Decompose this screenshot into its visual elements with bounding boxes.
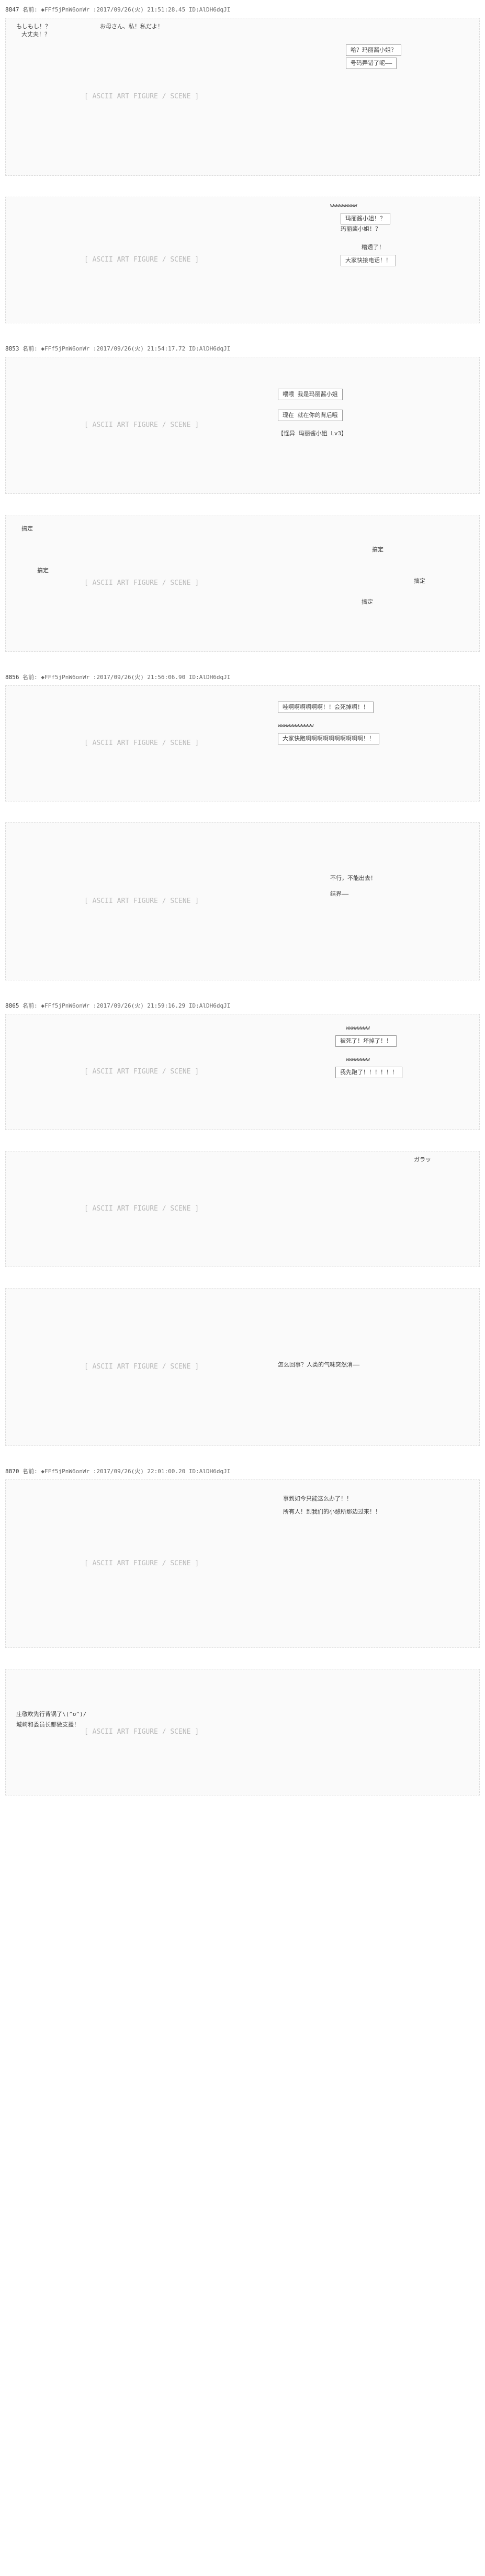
- post-id: ID:AlDH6dqJI: [189, 345, 230, 352]
- ascii-art-block: [ ASCII ART FIGURE / SCENE ] 哇啊啊啊啊啊啊！！会死掉…: [5, 685, 480, 801]
- forum-post: 8856 名前: ◆FFf5jPnW6onWr :2017/09/26(火) 2…: [0, 668, 485, 807]
- ascii-art-block: [ ASCII ART FIGURE / SCENE ] 事到如今只能这么办了！！…: [5, 1479, 480, 1648]
- dialogue-text: もしもし！？: [16, 24, 51, 30]
- aa-placeholder: [ ASCII ART FIGURE / SCENE ]: [84, 1205, 199, 1213]
- post-number: 8853: [5, 345, 19, 352]
- ascii-art-block: [ ASCII ART FIGURE / SCENE ] 不行，不能出去！ 结界——: [5, 822, 480, 980]
- post-date: 2017/09/26(火) 21:56:06.90: [96, 674, 185, 681]
- forum-post: [ ASCII ART FIGURE / SCENE ] 不行，不能出去！ 结界——: [0, 817, 485, 986]
- dialogue-text: 事到如今只能这么办了！！: [283, 1496, 352, 1502]
- dialogue-text: 搞定: [362, 599, 373, 605]
- forum-post: [ ASCII ART FIGURE / SCENE ] 怎么回事？人类的气味突然…: [0, 1283, 485, 1451]
- post-number: 8865: [5, 1002, 19, 1009]
- post-trip: ◆FFf5jPnW6onWr: [41, 345, 89, 352]
- ascii-art-block: [ ASCII ART FIGURE / SCENE ] wwwwwwwww 玛丽酱…: [5, 197, 480, 323]
- post-id: ID:AlDH6dqJI: [189, 1002, 230, 1009]
- dialogue-text: 庄敬吹先行背锅了\(^o^)/: [16, 1711, 86, 1718]
- post-trip: ◆FFf5jPnW6onWr: [41, 674, 89, 681]
- post-header: 8853 名前: ◆FFf5jPnW6onWr :2017/09/26(火) 2…: [5, 344, 480, 353]
- post-id: ID:AlDH6dqJI: [189, 6, 230, 13]
- post-date: 2017/09/26(火) 22:01:00.20: [96, 1468, 185, 1475]
- post-number: 8847: [5, 6, 19, 13]
- post-header: 8856 名前: ◆FFf5jPnW6onWr :2017/09/26(火) 2…: [5, 673, 480, 681]
- dialogue-text: 大家快接电话！！: [341, 255, 396, 266]
- dialogue-text: 【怪异 玛丽酱小姐 Lv3】: [278, 431, 347, 437]
- aa-placeholder: [ ASCII ART FIGURE / SCENE ]: [84, 1728, 199, 1736]
- post-header: 8870 名前: ◆FFf5jPnW6onWr :2017/09/26(火) 2…: [5, 1467, 480, 1475]
- dialogue-text: 搞定: [37, 568, 49, 574]
- forum-post: [ ASCII ART FIGURE / SCENE ] 庄敬吹先行背锅了\(^o…: [0, 1664, 485, 1801]
- aa-placeholder: [ ASCII ART FIGURE / SCENE ]: [84, 1363, 199, 1371]
- aa-placeholder: [ ASCII ART FIGURE / SCENE ]: [84, 740, 199, 747]
- dialogue-text: 现在 就在你的背后哦: [278, 410, 343, 421]
- post-name-prefix: 名前:: [22, 674, 38, 681]
- forum-post: [ ASCII ART FIGURE / SCENE ] ガラッ: [0, 1146, 485, 1272]
- dialogue-text: 玛丽酱小姐！？: [341, 226, 381, 232]
- ascii-art-block: [ ASCII ART FIGURE / SCENE ] 喂喂 我是玛丽酱小姐现在…: [5, 357, 480, 494]
- post-date: 2017/09/26(火) 21:59:16.29: [96, 1002, 185, 1009]
- post-id: ID:AlDH6dqJI: [189, 1468, 230, 1475]
- ascii-art-block: [ ASCII ART FIGURE / SCENE ] 怎么回事？人类的气味突然…: [5, 1288, 480, 1446]
- dialogue-text: wwwwwwwww: [330, 202, 357, 209]
- ascii-art-block: [ ASCII ART FIGURE / SCENE ] もしもし！？大丈夫！？ お…: [5, 18, 480, 176]
- dialogue-text: wwwwwwww: [346, 1056, 369, 1063]
- ascii-art-block: [ ASCII ART FIGURE / SCENE ] wwwwwwww 被死了！…: [5, 1014, 480, 1130]
- forum-post: 8847 名前: ◆FFf5jPnW6onWr :2017/09/26(火) 2…: [0, 0, 485, 181]
- dialogue-text: wwwwwwwwwwww: [278, 722, 313, 729]
- post-trip: ◆FFf5jPnW6onWr: [41, 6, 89, 13]
- aa-placeholder: [ ASCII ART FIGURE / SCENE ]: [84, 93, 199, 100]
- dialogue-text: 搞定: [414, 578, 425, 584]
- ascii-art-block: [ ASCII ART FIGURE / SCENE ]搞定搞定搞定搞定搞定: [5, 515, 480, 652]
- ascii-art-block: [ ASCII ART FIGURE / SCENE ] 庄敬吹先行背锅了\(^o…: [5, 1669, 480, 1795]
- post-header: 8865 名前: ◆FFf5jPnW6onWr :2017/09/26(火) 2…: [5, 1001, 480, 1010]
- dialogue-text: 哇啊啊啊啊啊啊！！会死掉啊！！: [278, 702, 374, 713]
- post-id: ID:AlDH6dqJI: [189, 674, 230, 681]
- forum-post: 8853 名前: ◆FFf5jPnW6onWr :2017/09/26(火) 2…: [0, 339, 485, 499]
- dialogue-text: wwwwwwww: [346, 1025, 369, 1031]
- post-name-prefix: 名前:: [22, 345, 38, 352]
- dialogue-text: 搞定: [21, 526, 33, 532]
- dialogue-text: 不行，不能出去！: [330, 875, 376, 882]
- dialogue-text: 玛丽酱小姐！？: [341, 213, 390, 224]
- ascii-art-block: [ ASCII ART FIGURE / SCENE ] ガラッ: [5, 1151, 480, 1267]
- dialogue-text: 哈？玛丽酱小姐？: [346, 44, 401, 56]
- post-name-prefix: 名前:: [22, 1002, 38, 1009]
- post-trip: ◆FFf5jPnW6onWr: [41, 1002, 89, 1009]
- post-number: 8870: [5, 1468, 19, 1475]
- dialogue-text: 大丈夫！？: [21, 31, 50, 38]
- post-name-prefix: 名前:: [22, 6, 38, 13]
- aa-placeholder: [ ASCII ART FIGURE / SCENE ]: [84, 256, 199, 264]
- dialogue-text: 我先跑了！！！！！！: [335, 1067, 402, 1078]
- dialogue-text: 结界——: [330, 891, 348, 897]
- dialogue-text: 怎么回事？人类的气味突然消——: [278, 1362, 359, 1368]
- dialogue-text: 城崎和委员长都做支援！: [16, 1722, 80, 1728]
- aa-placeholder: [ ASCII ART FIGURE / SCENE ]: [84, 1068, 199, 1076]
- aa-placeholder: [ ASCII ART FIGURE / SCENE ]: [84, 580, 199, 587]
- post-name-prefix: 名前:: [22, 1468, 38, 1475]
- dialogue-text: お母さん、私！私だよ！: [100, 24, 163, 30]
- dialogue-text: 喂喂 我是玛丽酱小姐: [278, 389, 343, 400]
- forum-post: 8865 名前: ◆FFf5jPnW6onWr :2017/09/26(火) 2…: [0, 996, 485, 1135]
- dialogue-text: 搞定: [372, 547, 384, 553]
- post-date: 2017/09/26(火) 21:51:28.45: [96, 6, 185, 13]
- dialogue-text: ガラッ: [414, 1157, 431, 1163]
- dialogue-text: 所有人！到我们的小憩所那边过来！！: [283, 1509, 381, 1515]
- aa-placeholder: [ ASCII ART FIGURE / SCENE ]: [84, 898, 199, 905]
- forum-post: [ ASCII ART FIGURE / SCENE ]搞定搞定搞定搞定搞定: [0, 510, 485, 657]
- post-number: 8856: [5, 674, 19, 681]
- post-date: 2017/09/26(火) 21:54:17.72: [96, 345, 185, 352]
- dialogue-text: 被死了！坏掉了！！: [335, 1035, 397, 1047]
- post-header: 8847 名前: ◆FFf5jPnW6onWr :2017/09/26(火) 2…: [5, 5, 480, 14]
- post-trip: ◆FFf5jPnW6onWr: [41, 1468, 89, 1475]
- forum-post: 8870 名前: ◆FFf5jPnW6onWr :2017/09/26(火) 2…: [0, 1462, 485, 1653]
- dialogue-text: 号码弄错了呢——: [346, 58, 397, 69]
- forum-post: [ ASCII ART FIGURE / SCENE ] wwwwwwwww 玛丽酱…: [0, 191, 485, 329]
- dialogue-text: 大家快跑啊啊啊啊啊啊啊啊啊啊！！: [278, 733, 379, 744]
- dialogue-text: 糟透了！: [362, 244, 385, 251]
- aa-placeholder: [ ASCII ART FIGURE / SCENE ]: [84, 422, 199, 429]
- aa-placeholder: [ ASCII ART FIGURE / SCENE ]: [84, 1560, 199, 1567]
